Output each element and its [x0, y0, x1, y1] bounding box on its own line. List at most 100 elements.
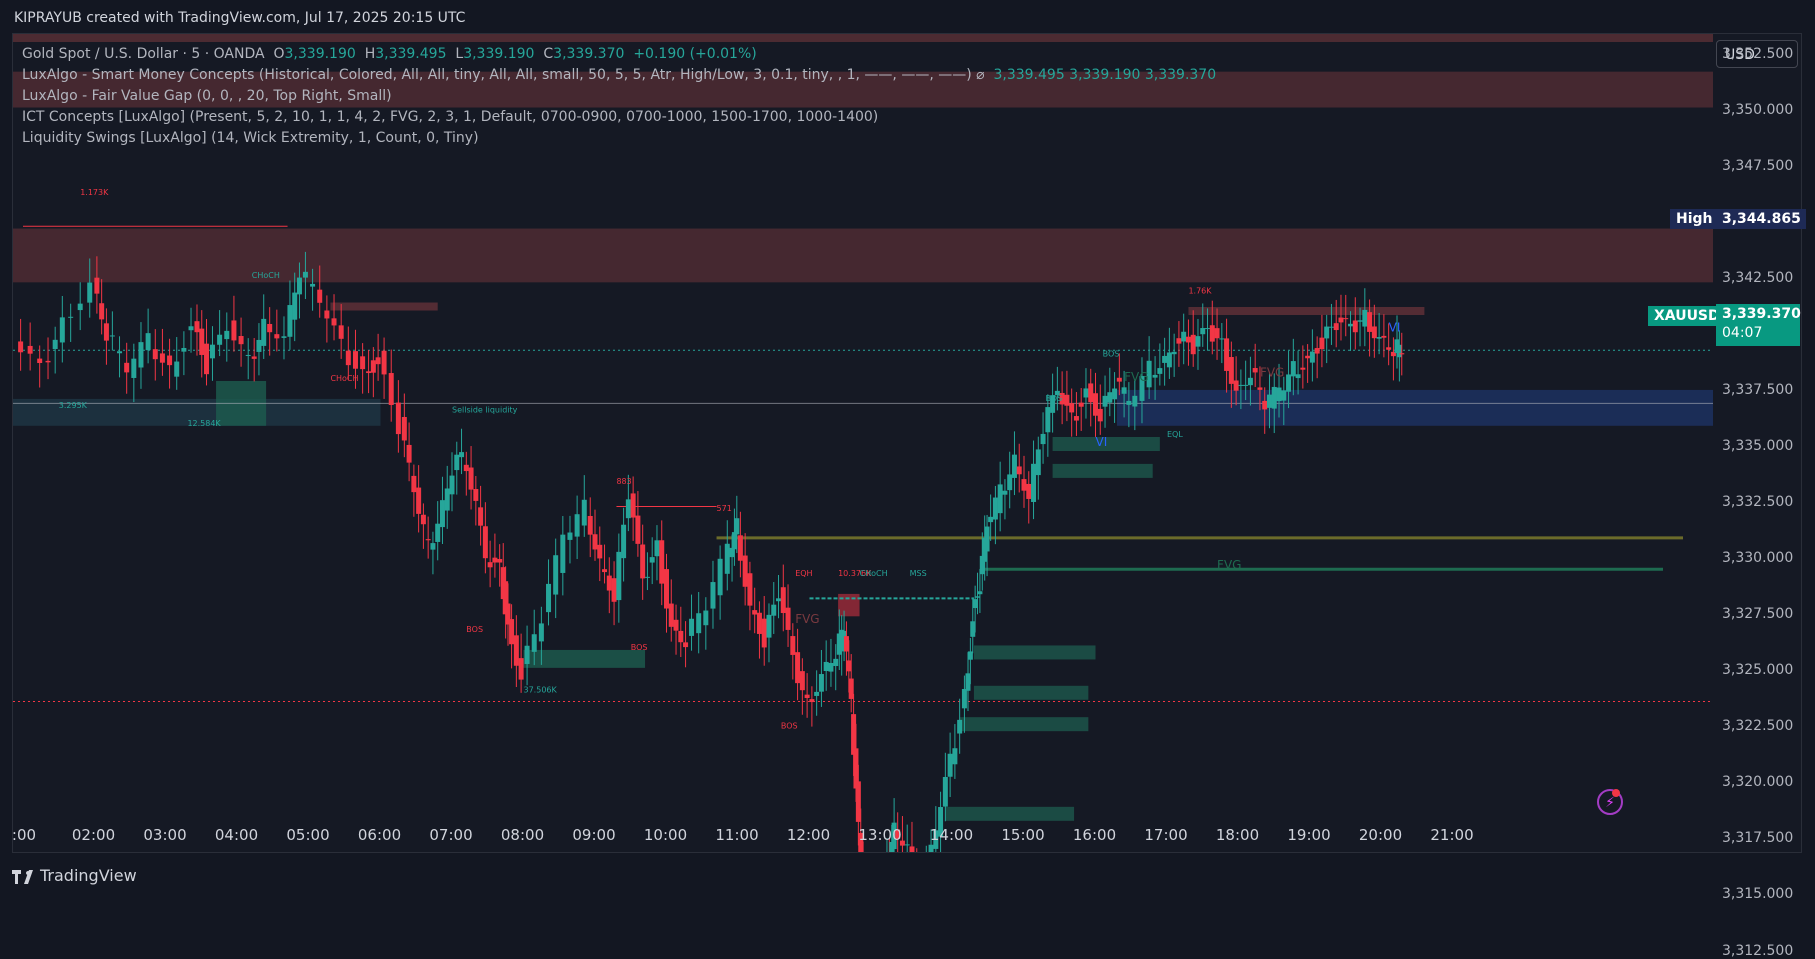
candle-body: [420, 514, 426, 525]
candle-body: [245, 354, 251, 356]
legend-o-label: O: [273, 46, 285, 62]
notification-dot: [1612, 789, 1620, 797]
legend-indicator-fvg[interactable]: LuxAlgo - Fair Value Gap (0, 0, , 20, To…: [22, 86, 1216, 107]
candle-body: [731, 532, 737, 550]
time-tick-label: 06:00: [357, 826, 402, 844]
candle-body: [1252, 368, 1258, 373]
supply-zone-high: [13, 228, 1713, 283]
candle-body: [567, 532, 573, 540]
candle-body: [814, 691, 820, 696]
candle-body: [497, 558, 503, 563]
price-tick-label: 3,327.500: [1722, 606, 1794, 623]
candle-body: [1348, 323, 1354, 327]
indicator-fvg-label[interactable]: LuxAlgo - Fair Value Gap (0, 0, , 20, To…: [22, 88, 392, 104]
candle-body: [1016, 466, 1022, 475]
chart-annotation: 883: [616, 477, 631, 486]
candle-body: [416, 487, 422, 514]
candle-body: [1166, 352, 1172, 368]
candle-body: [848, 678, 854, 699]
candle-body: [1376, 337, 1382, 339]
candle-body: [795, 652, 801, 684]
chart-annotation: VI: [1389, 321, 1401, 335]
indicator-smc-label[interactable]: LuxAlgo - Smart Money Concepts (Historic…: [22, 67, 985, 83]
candle-body: [975, 596, 981, 598]
legend-symbol-row[interactable]: Gold Spot / U.S. Dollar · 5 · OANDA O3,3…: [22, 44, 1216, 65]
candle-body: [649, 557, 655, 563]
price-tick-label: 3,317.500: [1722, 830, 1794, 847]
indicator-ict-label[interactable]: ICT Concepts [LuxAlgo] (Present, 5, 2, 1…: [22, 109, 879, 125]
candle-body: [509, 619, 515, 645]
candle-body: [274, 334, 280, 339]
chart-annotation: CHoCH: [860, 569, 888, 578]
price-tick-label: 3,347.500: [1722, 158, 1794, 175]
candle-body: [737, 535, 743, 561]
candle-body: [331, 318, 337, 326]
candle-body: [68, 316, 74, 318]
eqh-box: [838, 593, 860, 617]
chart-frame[interactable]: 1.173K CHoCH CHoCH 3.295K 12.584K Sellside li…: [12, 33, 1802, 853]
time-tick-label: 10:00: [643, 826, 688, 844]
candle-body: [77, 303, 83, 311]
candle-body: [117, 351, 123, 354]
current-price: 3,339.370: [1722, 306, 1801, 322]
candle-body: [152, 349, 158, 360]
chart-annotation: VI: [1096, 435, 1108, 449]
candle-body: [1309, 351, 1315, 363]
candle-body: [1243, 384, 1249, 386]
candle-body: [689, 618, 695, 636]
candle-body: [1073, 416, 1079, 421]
candle-body: [828, 662, 834, 672]
time-tick-label: 12:00: [786, 826, 831, 844]
candle-body: [281, 336, 287, 338]
footer-brand[interactable]: TradingView: [12, 866, 137, 885]
candle-body: [188, 326, 194, 331]
candle-body: [1219, 338, 1225, 340]
legend-l-label: L: [455, 46, 464, 62]
candle-body: [1069, 403, 1075, 413]
legend-indicator-liquidity[interactable]: Liquidity Swings [LuxAlgo] (14, Wick Ext…: [22, 128, 1216, 149]
legend-indicator-ict[interactable]: ICT Concepts [LuxAlgo] (Present, 5, 2, 1…: [22, 107, 1216, 128]
candle-body: [668, 603, 674, 627]
candle-body: [1195, 336, 1201, 347]
time-tick-label: 02:00: [71, 826, 116, 844]
candle-body: [804, 694, 810, 699]
candle-body: [683, 642, 689, 648]
chart-annotation: BOS: [631, 643, 648, 652]
candle-body: [1367, 312, 1373, 332]
candle-body: [174, 361, 180, 377]
candle-body: [1185, 336, 1191, 343]
symbol-price-tag: XAUUSD: [1648, 306, 1726, 326]
indicator-liquidity-label[interactable]: Liquidity Swings [LuxAlgo] (14, Wick Ext…: [22, 130, 479, 146]
candle-body: [947, 753, 953, 777]
candle-body: [388, 373, 394, 405]
legend-symbol[interactable]: Gold Spot / U.S. Dollar · 5 · OANDA: [22, 46, 265, 62]
time-tick-label: 11:00: [715, 826, 759, 844]
candle-body: [302, 271, 308, 278]
candle-body: [895, 829, 901, 839]
lightning-icon[interactable]: ⚡: [1597, 789, 1623, 815]
candle-body: [1011, 454, 1017, 478]
chart-annotation: EQH: [795, 569, 812, 578]
chart-annotation: 37.506K: [524, 686, 558, 695]
candle-body: [1078, 402, 1084, 407]
candle-body: [761, 618, 767, 648]
candle-body: [145, 333, 151, 351]
candle-body: [217, 334, 223, 345]
premium-zone-top: [13, 34, 1713, 42]
legend-indicator-smc[interactable]: LuxAlgo - Smart Money Concepts (Historic…: [22, 65, 1216, 86]
candle-body: [238, 336, 244, 345]
fvg-stack-6: [1052, 463, 1153, 478]
candle-body: [664, 569, 669, 609]
candle-body: [1338, 317, 1344, 323]
candle-body: [1152, 374, 1158, 378]
candle-body: [375, 357, 381, 365]
currency-selector[interactable]: USD: [1716, 40, 1798, 68]
candle-body: [1319, 337, 1325, 350]
time-tick-label: 08:00: [500, 826, 545, 844]
candle-body: [181, 347, 187, 352]
candle-body: [1035, 449, 1041, 476]
time-tick-label: :00: [11, 826, 37, 844]
chart-header-credit: KIPRAYUB created with TradingView.com, J…: [14, 10, 466, 26]
candle-body: [957, 719, 963, 734]
price-chart[interactable]: 1.173K CHoCH CHoCH 3.295K 12.584K Sellside li…: [13, 34, 1801, 852]
